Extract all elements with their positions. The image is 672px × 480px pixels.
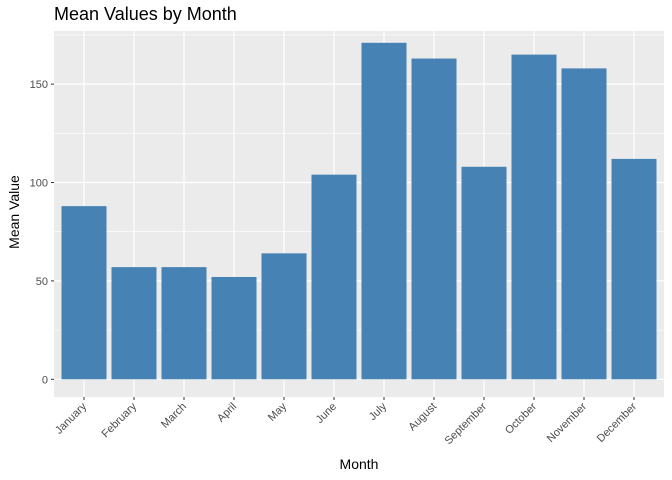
bar <box>111 267 157 380</box>
bar <box>611 158 657 380</box>
bar <box>361 42 407 380</box>
x-tick-label: March <box>159 401 189 431</box>
x-tick-label: April <box>215 401 239 425</box>
x-axis-ticks: January February March April May June July Augu… <box>53 397 639 447</box>
x-tick-label: July <box>367 400 390 423</box>
x-tick-label: February <box>100 400 140 440</box>
bar <box>561 68 607 380</box>
y-tick-label: 150 <box>30 79 48 91</box>
bar <box>211 276 257 380</box>
x-axis-title: Month <box>340 456 379 472</box>
bar <box>311 174 357 380</box>
x-tick-label: May <box>266 400 290 424</box>
chart-title: Mean Values by Month <box>54 4 237 24</box>
bar <box>411 58 457 380</box>
bar <box>261 253 307 380</box>
x-tick-label: June <box>314 401 339 426</box>
bars <box>61 42 657 380</box>
y-axis-title: Mean Value <box>6 175 22 249</box>
y-tick-label: 50 <box>36 276 48 288</box>
x-tick-label: November <box>545 400 590 445</box>
x-tick-label: December <box>595 400 640 445</box>
bar <box>461 166 507 380</box>
x-tick-label: August <box>406 401 439 434</box>
y-tick-label: 100 <box>30 178 48 190</box>
x-tick-label: January <box>53 400 90 437</box>
bar <box>161 267 207 380</box>
y-axis-ticks: 0 50 100 150 <box>30 79 54 386</box>
x-tick-label: September <box>443 400 490 447</box>
y-tick-label: 0 <box>42 374 48 386</box>
bar <box>511 54 557 380</box>
x-tick-label: October <box>503 400 539 436</box>
bar <box>61 206 107 380</box>
